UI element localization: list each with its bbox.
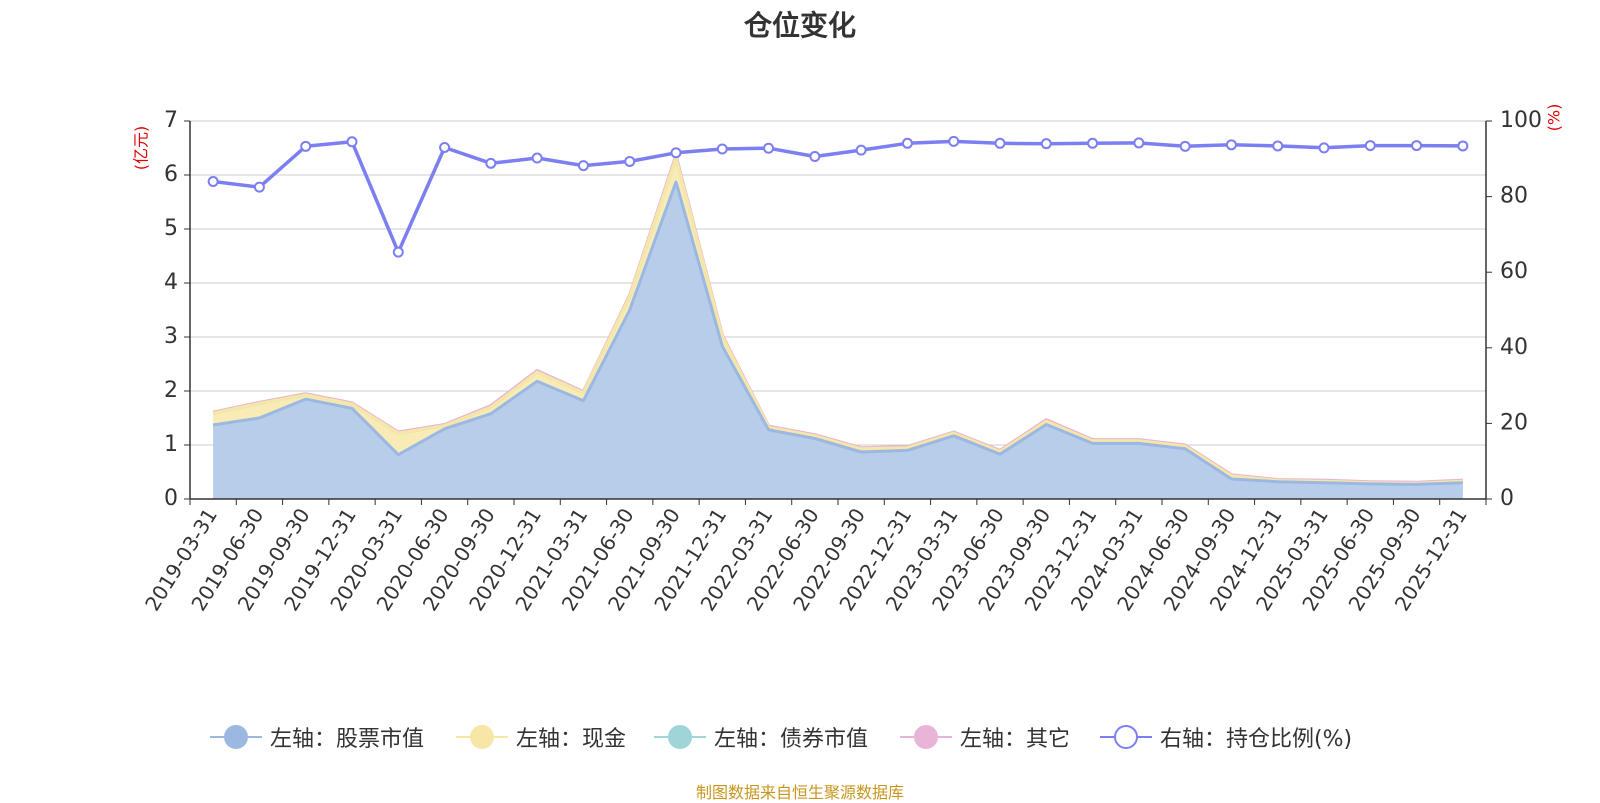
right-axis-unit: (%) [1544, 103, 1564, 132]
legend: 左轴：股票市值 左轴：现金 左轴：债券市值 左轴：其它 右轴：持仓比例(%) [0, 722, 1600, 752]
left-axis-unit: (亿元) [131, 125, 151, 171]
right-y-tick-label: 100 [1500, 108, 1542, 133]
legend-symbol-other [900, 722, 952, 752]
legend-item-ratio[interactable]: 右轴：持仓比例(%) [1100, 722, 1352, 752]
legend-item-stock[interactable]: 左轴：股票市值 [210, 722, 424, 752]
chart-title: 仓位变化 [743, 9, 856, 42]
area-series-0 [213, 182, 1463, 499]
ratio-point [253, 181, 265, 193]
ratio-point [392, 246, 404, 258]
grid-lines [190, 120, 1486, 446]
left-y-tick-label: 3 [164, 324, 178, 349]
ratio-point [485, 157, 497, 169]
legend-item-cash[interactable]: 左轴：现金 [456, 722, 626, 752]
left-y-tick-label: 7 [164, 108, 178, 133]
chart-canvas: 2019-03-312019-06-302019-09-302019-12-31… [140, 108, 1542, 615]
ratio-point [624, 155, 636, 167]
left-y-tick-label: 5 [164, 216, 178, 241]
ratio-point [1411, 140, 1423, 152]
right-y-tick-label: 80 [1500, 184, 1528, 209]
ratio-point [994, 137, 1006, 149]
ratio-point [948, 135, 960, 147]
legend-label-ratio: 右轴：持仓比例(%) [1160, 727, 1353, 752]
ratio-point [670, 147, 682, 159]
ratio-point [1272, 140, 1284, 152]
legend-label-bond: 左轴：债券市值 [714, 727, 869, 752]
x-axis-ticks: 2019-03-312019-06-302019-09-302019-12-31… [140, 499, 1487, 615]
left-y-tick-label: 4 [164, 270, 178, 295]
legend-label-cash: 左轴：现金 [516, 727, 627, 752]
ratio-point [809, 151, 821, 163]
legend-symbol-ratio [1100, 722, 1152, 752]
right-y-tick-label: 40 [1500, 335, 1528, 360]
ratio-point [207, 175, 219, 187]
right-y-tick-label: 60 [1500, 259, 1528, 284]
ratio-point [300, 140, 312, 152]
ratio-point [577, 160, 589, 172]
area-edge-series-1 [212, 156, 1463, 485]
right-y-tick-label: 20 [1500, 410, 1528, 435]
area-edge-series-0 [212, 180, 1463, 486]
ratio-line [212, 139, 1463, 254]
ratio-point [1040, 138, 1052, 150]
legend-symbol-bond [654, 722, 706, 752]
left-y-tick-label: 0 [164, 486, 178, 511]
left-y-tick-label: 6 [164, 162, 178, 187]
ratio-line-series [207, 135, 1469, 258]
right-y-tick-label: 0 [1500, 486, 1514, 511]
left-y-tick-label: 1 [164, 432, 178, 457]
ratio-point [531, 152, 543, 164]
ratio-point [346, 136, 358, 148]
ratio-point [1318, 142, 1330, 154]
legend-label-other: 左轴：其它 [960, 727, 1071, 752]
ratio-point [439, 141, 451, 153]
right-y-axis-ticks: 0 20 40 60 80 100 [1486, 108, 1542, 511]
ratio-point [855, 144, 867, 156]
left-y-tick-label: 2 [164, 378, 178, 403]
legend-item-bond[interactable]: 左轴：债券市值 [654, 722, 868, 752]
ratio-point [1364, 140, 1376, 152]
ratio-point [1087, 137, 1099, 149]
ratio-point [763, 142, 775, 154]
left-y-axis-ticks: 0 1 2 3 4 5 6 7 [164, 108, 190, 511]
area-series-1 [213, 157, 1463, 485]
ratio-point [1133, 137, 1145, 149]
legend-item-other[interactable]: 左轴：其它 [900, 722, 1070, 752]
ratio-point [1457, 140, 1469, 152]
legend-symbol-stock [210, 722, 262, 752]
legend-label-stock: 左轴：股票市值 [270, 727, 425, 752]
data-source-note: 制图数据来自恒生聚源数据库 [695, 783, 904, 802]
ratio-point [901, 137, 913, 149]
stacked-areas [212, 153, 1463, 499]
ratio-point [1179, 140, 1191, 152]
ratio-point [1225, 139, 1237, 151]
ratio-point [716, 143, 728, 155]
legend-symbol-cash [456, 722, 508, 752]
